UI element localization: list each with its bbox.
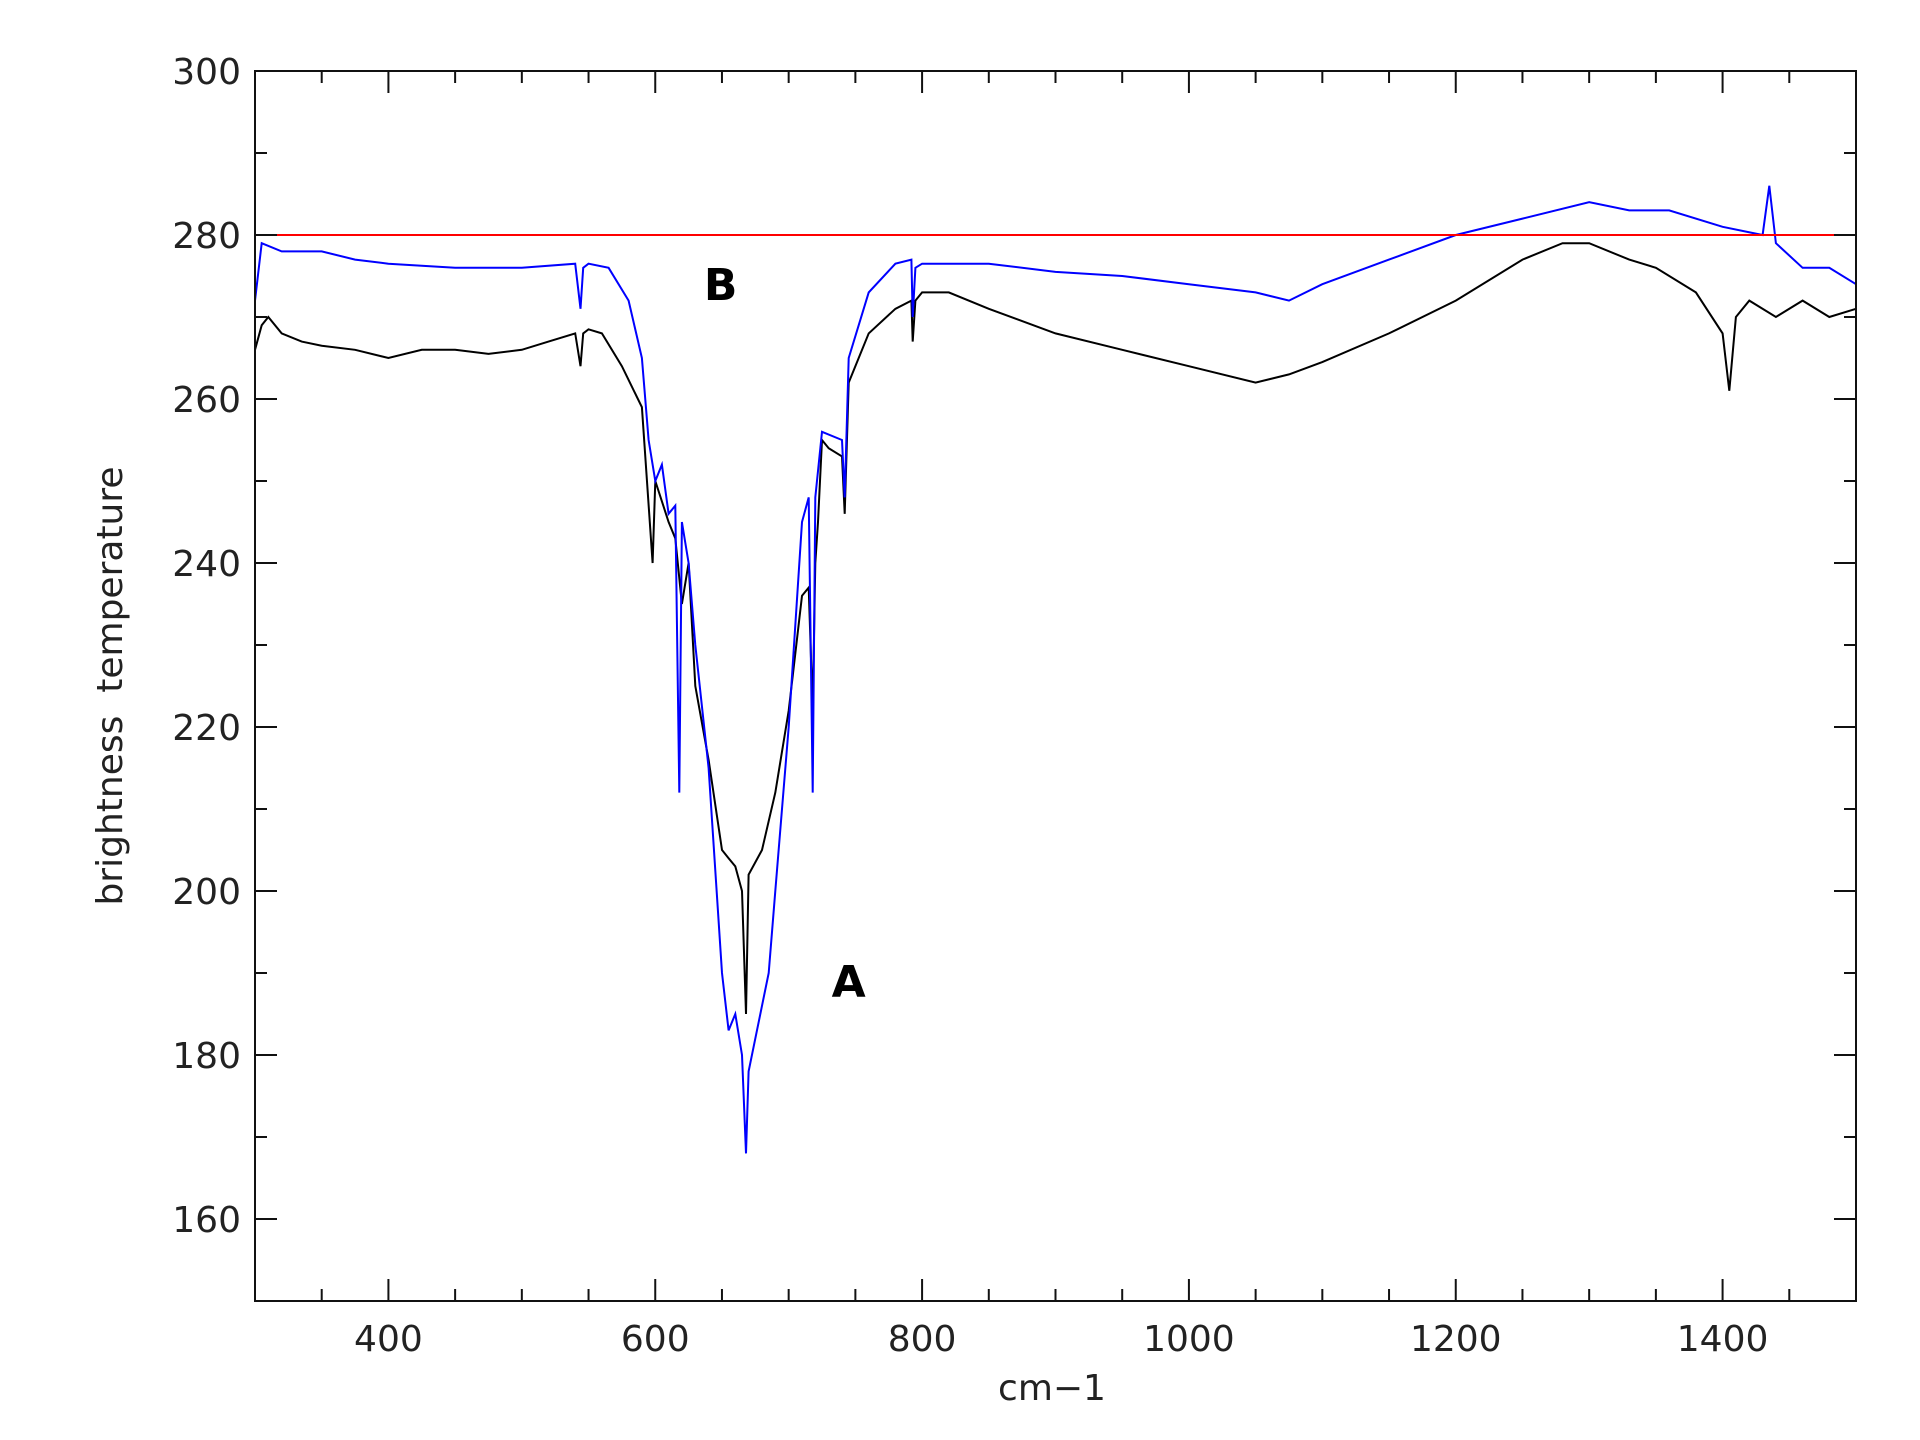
y-tick-label: 220 <box>172 708 241 749</box>
x-axis-label: cm−1 <box>998 1368 1106 1409</box>
annotation-A: A <box>832 957 866 1008</box>
x-tick-label: 800 <box>888 1319 957 1360</box>
y-tick-label: 300 <box>172 52 241 93</box>
y-axis-label: brightness temperature <box>90 466 131 905</box>
annotation-B: B <box>704 260 738 311</box>
series-line-0 <box>254 242 1857 1015</box>
series-line-1 <box>254 185 1857 1154</box>
x-tick-label: 1200 <box>1410 1319 1502 1360</box>
x-tick-label: 400 <box>354 1319 423 1360</box>
x-tick-label: 1400 <box>1677 1319 1769 1360</box>
y-tick-label: 260 <box>172 380 241 421</box>
x-tick-label: 1000 <box>1143 1319 1235 1360</box>
y-tick-label: 240 <box>172 544 241 585</box>
plot-frame <box>254 70 1857 1302</box>
y-tick-label: 180 <box>172 1036 241 1077</box>
x-tick-label: 600 <box>621 1319 690 1360</box>
y-tick-label: 200 <box>172 872 241 913</box>
y-tick-label: 160 <box>172 1200 241 1241</box>
y-tick-label: 280 <box>172 216 241 257</box>
